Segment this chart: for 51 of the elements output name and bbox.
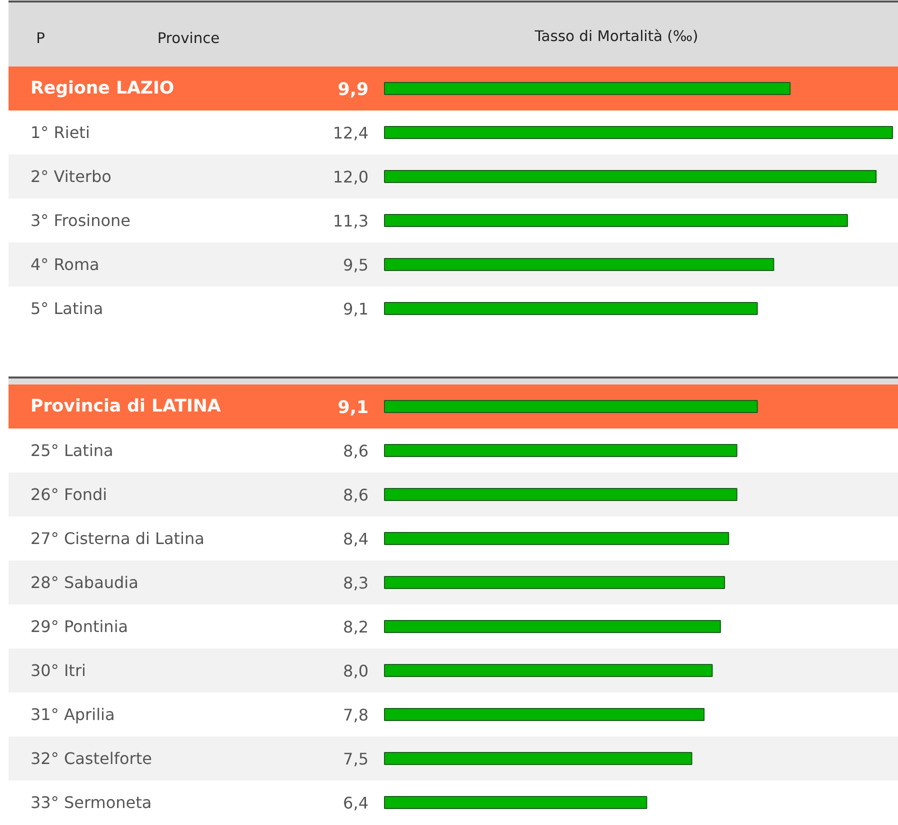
data-label: 9,1 — [338, 398, 369, 418]
y-tick-label: 33° Sermoneta — [30, 793, 152, 812]
bar — [384, 258, 774, 271]
data-label: 8,0 — [343, 662, 369, 680]
data-label: 11,3 — [332, 212, 368, 230]
data-label: 9,5 — [343, 256, 369, 274]
data-label: 12,4 — [332, 124, 368, 142]
y-tick-label: 31° Aprilia — [30, 705, 115, 724]
data-label: 9,9 — [338, 80, 369, 100]
data-label: 8,2 — [343, 618, 369, 636]
bar — [384, 488, 738, 501]
chart-title: Tasso di Mortalità (‰) — [534, 28, 698, 45]
data-label: 7,8 — [343, 706, 369, 724]
y-tick-label: 1° Rieti — [30, 123, 90, 142]
bar — [384, 214, 848, 227]
y-tick-label: Provincia di LATINA — [30, 396, 222, 416]
y-axis-title: Province — [157, 30, 220, 47]
bar — [384, 400, 758, 413]
y-tick-label: 28° Sabaudia — [30, 573, 138, 592]
text: P — [36, 30, 46, 47]
bar — [384, 82, 791, 95]
data-label: 8,3 — [343, 574, 369, 592]
data-label: 8,6 — [343, 442, 369, 460]
bar — [384, 664, 713, 677]
bar — [384, 576, 726, 589]
data-label: 12,0 — [332, 168, 368, 186]
data-label: 8,4 — [343, 530, 369, 548]
y-tick-label: Regione LAZIO — [30, 78, 174, 98]
y-tick-label: 5° Latina — [30, 299, 104, 318]
y-tick-label: 30° Itri — [30, 661, 86, 680]
y-tick-label: 26° Fondi — [30, 485, 108, 504]
bar — [384, 444, 738, 457]
y-tick-label: 3° Frosinone — [30, 211, 131, 230]
bar — [384, 532, 730, 545]
y-tick-label: 25° Latina — [30, 441, 114, 460]
bar — [384, 302, 758, 315]
y-tick-label: 29° Pontinia — [30, 617, 128, 636]
data-label: 8,6 — [343, 486, 369, 504]
bar — [384, 752, 692, 765]
bar — [384, 170, 877, 183]
data-label: 7,5 — [343, 750, 369, 768]
y-tick-label: 4° Roma — [30, 255, 100, 274]
y-tick-label: 27° Cisterna di Latina — [30, 529, 204, 548]
data-label: 6,4 — [343, 794, 369, 812]
bar — [384, 796, 648, 809]
y-tick-label: 32° Castelforte — [30, 749, 152, 768]
y-tick-label: 2° Viterbo — [30, 167, 112, 186]
data-label: 9,1 — [343, 300, 369, 318]
bar — [384, 708, 705, 721]
bar — [384, 126, 893, 139]
bar — [384, 620, 721, 633]
